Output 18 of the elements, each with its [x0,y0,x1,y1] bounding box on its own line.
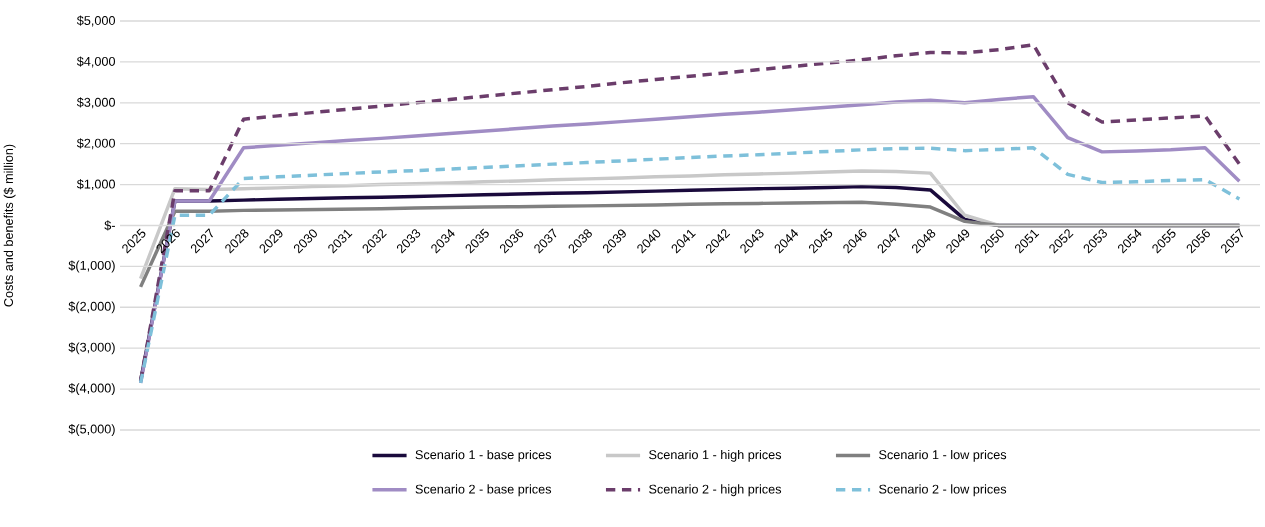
y-tick-label: $1,000 [76,179,116,191]
y-tick-label: $3,000 [76,97,116,109]
y-tick-label: $4,000 [76,56,116,68]
y-tick-label: $(3,000) [68,342,115,355]
y-tick-label: $(4,000) [68,383,115,396]
legend-label: Scenario 2 - low prices [879,484,1007,497]
legend-label: Scenario 2 - high prices [649,484,782,497]
y-tick-label: $2,000 [76,138,116,150]
legend-label: Scenario 1 - base prices [415,449,552,462]
legend-label: Scenario 1 - high prices [649,449,782,462]
legend-label: Scenario 2 - base prices [415,484,552,497]
y-tick-label: $(2,000) [68,301,115,314]
y-tick-label: $(5,000) [68,423,115,436]
y-tick-label: $(1,000) [68,260,115,273]
y-tick-label: $5,000 [76,15,116,27]
y-axis-title: Costs and benefits ($ million) [3,144,16,307]
y-tick-label: $- [104,220,115,231]
legend-label: Scenario 1 - low prices [879,449,1007,462]
